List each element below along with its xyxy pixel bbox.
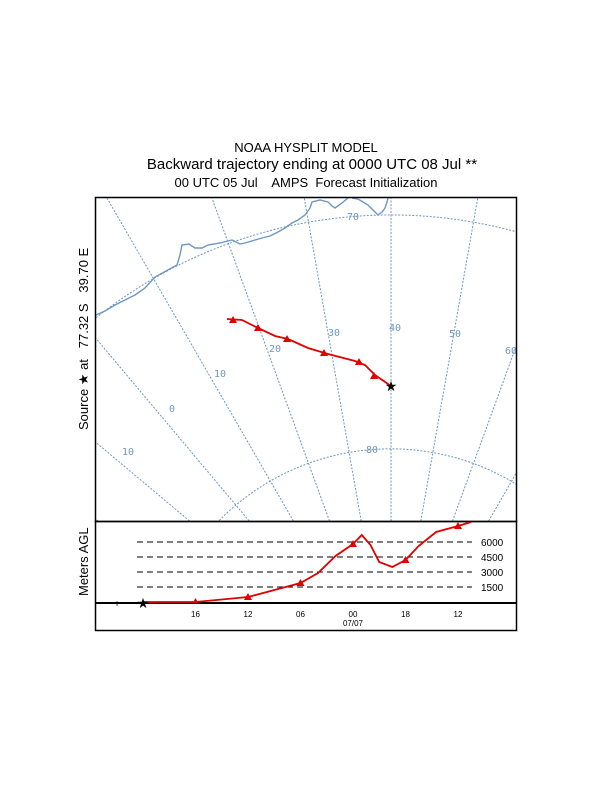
meridian-label: 50 bbox=[449, 329, 461, 340]
profile-marker bbox=[454, 522, 462, 529]
profile-frame bbox=[94, 520, 518, 632]
meridian-grid bbox=[96, 198, 516, 521]
x-tick-label: 12 bbox=[454, 610, 463, 619]
parallel-label: 70 bbox=[347, 212, 359, 223]
plus-marker-icon: + bbox=[114, 599, 120, 610]
meridian-line bbox=[96, 442, 190, 521]
x-tick-label: 12 bbox=[244, 610, 253, 619]
profile-marker bbox=[401, 556, 410, 563]
x-tick-label: 00 bbox=[349, 610, 358, 619]
reference-label: 4500 bbox=[481, 553, 504, 564]
meridian-line bbox=[106, 198, 294, 521]
meridian-line bbox=[452, 346, 516, 521]
x-date-label: 07/07 bbox=[343, 619, 364, 628]
x-tick-label: 16 bbox=[191, 610, 200, 619]
reference-label: 6000 bbox=[481, 538, 504, 549]
meridian-label: 10 bbox=[122, 447, 134, 458]
coastline bbox=[96, 198, 349, 316]
profile-marker bbox=[192, 598, 199, 603]
meridian-line bbox=[488, 473, 516, 521]
parallel-label: 80 bbox=[366, 445, 378, 456]
parallel-80 bbox=[218, 448, 516, 521]
y-axis-label: Meters AGL bbox=[76, 527, 91, 596]
meridian-line bbox=[211, 198, 330, 521]
reference-label: 1500 bbox=[481, 583, 504, 594]
trajectory-markers bbox=[229, 316, 378, 379]
reference-label: 3000 bbox=[481, 568, 504, 579]
map-panel: 10 0 10 20 30 40 50 60 70 80 ★ bbox=[96, 198, 517, 521]
reference-lines: 1500 3000 4500 6000 bbox=[137, 538, 504, 594]
plot-subtitle: Backward trajectory ending at 0000 UTC 0… bbox=[147, 156, 477, 173]
meridian-label: 10 bbox=[214, 369, 226, 380]
source-star-icon: ★ bbox=[137, 595, 150, 611]
source-star-icon: ★ bbox=[385, 378, 398, 394]
meridian-line bbox=[420, 198, 479, 521]
meridian-line bbox=[96, 338, 250, 521]
meridian-label: 20 bbox=[269, 344, 281, 355]
plot-title: NOAA HYSPLIT MODEL bbox=[234, 140, 378, 155]
x-tick-label: 06 bbox=[296, 610, 305, 619]
trajectory-path bbox=[226, 318, 392, 387]
meridian-line bbox=[303, 198, 362, 521]
profile-line bbox=[143, 522, 472, 603]
profile-marker bbox=[349, 540, 357, 547]
profile-series bbox=[143, 522, 472, 603]
meridian-label: 0 bbox=[169, 404, 175, 415]
profile-marker bbox=[244, 593, 252, 600]
parallel-70 bbox=[96, 214, 516, 319]
meridian-label: 30 bbox=[328, 328, 340, 339]
source-label: Source ★ at 77.32 S 39.70 E bbox=[76, 247, 91, 430]
plot-info: 00 UTC 05 Jul AMPS Forecast Initializati… bbox=[175, 175, 438, 190]
x-ticks: 16 12 06 00 18 12 bbox=[191, 610, 463, 619]
x-tick-label: 18 bbox=[401, 610, 410, 619]
coastline-east bbox=[351, 198, 389, 216]
meridian-label: 60 bbox=[505, 346, 517, 357]
profile-marker bbox=[296, 579, 305, 586]
map-frame bbox=[94, 196, 518, 523]
meridian-label: 40 bbox=[389, 323, 401, 334]
